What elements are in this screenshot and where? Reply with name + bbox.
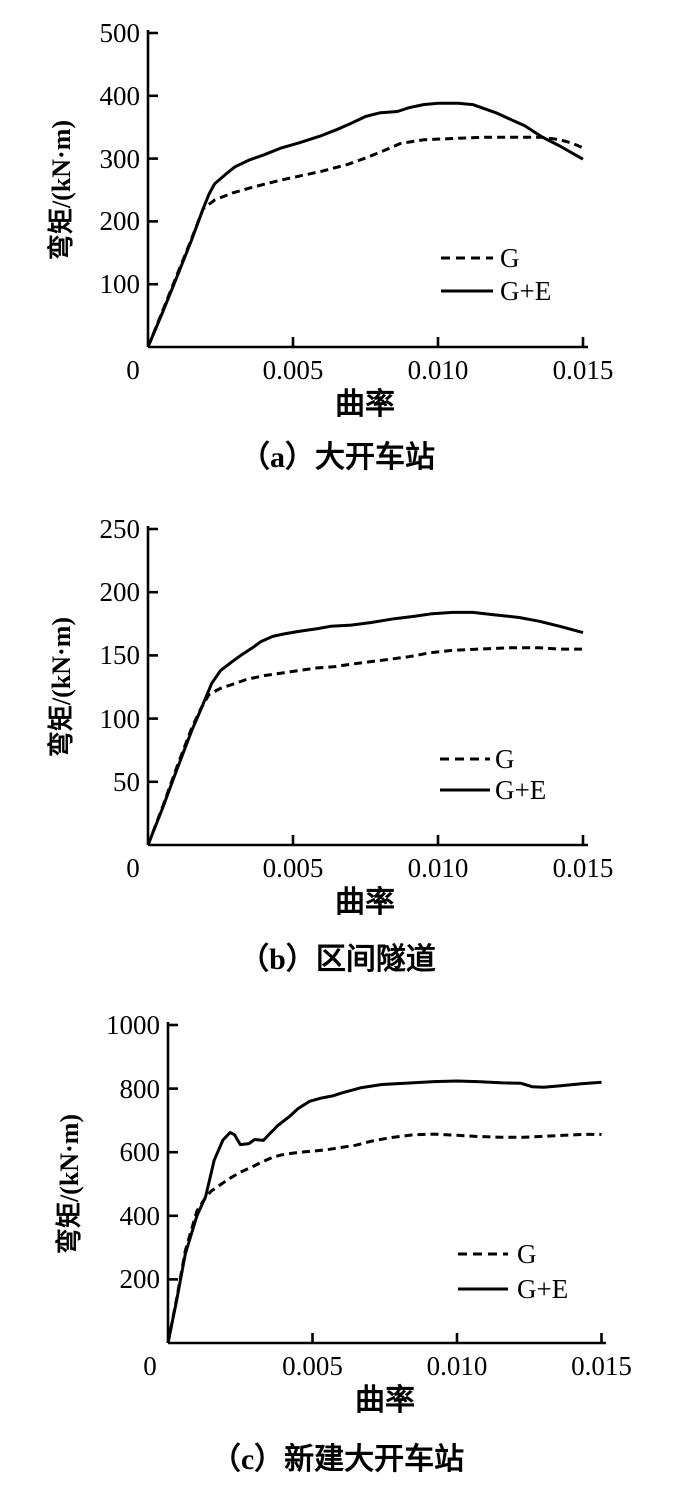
x-tick-label-b: 0.015	[552, 853, 614, 883]
caption-c: （c）新建大开车站	[210, 1443, 465, 1476]
y-tick-label-a: 300	[99, 143, 141, 174]
caption-a: （a）大开车站	[240, 441, 435, 474]
x-tick-label-b: 0.005	[262, 853, 324, 883]
y-tick-label-a: 200	[99, 206, 141, 237]
y-tick-label-c: 600	[119, 1137, 161, 1168]
y-tick-label-b: 150	[99, 640, 141, 671]
y-tick-label-b: 250	[99, 514, 141, 544]
y-tick-label-a: 400	[99, 80, 141, 111]
x-tick-label-c: 0.010	[426, 1351, 488, 1381]
x-tick-label-a: 0.015	[552, 355, 614, 385]
legend-label-ge-a: G+E	[500, 276, 552, 306]
x-tick-label-b: 0.010	[407, 853, 469, 883]
y-tick-label-b: 100	[99, 703, 141, 734]
legend-label-g-a: G	[500, 243, 520, 273]
y-tick-label-a: 500	[99, 18, 141, 48]
y-tick-label-a: 100	[99, 269, 141, 300]
x-axis-title-c: 曲率	[355, 1384, 415, 1417]
y-axis-title-b: 弯矩/(kN·m)	[47, 616, 76, 758]
series-ge-curve-c	[166, 1079, 602, 1344]
legend-label-ge-b: G+E	[495, 775, 547, 805]
y-axis-title-c: 弯矩/(kN·m)	[55, 1113, 84, 1255]
series-ge-curve-b	[146, 610, 584, 846]
y-tick-label-c: 400	[119, 1200, 161, 1231]
series-ge-curve-a	[146, 101, 584, 348]
legend-label-ge-c: G+E	[517, 1274, 569, 1304]
x-axis-title-a: 曲率	[335, 388, 395, 421]
caption-b: （b）区间隧道	[239, 943, 436, 976]
x-tick-label-a: 0.005	[262, 355, 324, 385]
series-g-curve-c	[166, 1132, 602, 1344]
y-tick-label-c: 200	[119, 1264, 161, 1295]
x-axis-title-b: 曲率	[335, 886, 395, 919]
x-tick-label-b: 0	[126, 853, 140, 883]
series-g-curve-b	[146, 646, 583, 846]
x-tick-label-c: 0	[143, 1351, 157, 1381]
x-tick-label-c: 0.015	[571, 1351, 632, 1381]
legend-label-g-c: G	[517, 1239, 537, 1269]
legend-label-g-b: G	[495, 744, 515, 774]
x-tick-label-a: 0	[126, 355, 140, 385]
x-tick-label-a: 0.010	[407, 355, 469, 385]
y-tick-label-b: 50	[113, 766, 140, 797]
y-tick-label-b: 200	[99, 577, 141, 608]
y-axis-title-a: 弯矩/(kN·m)	[47, 119, 76, 261]
x-tick-label-c: 0.005	[282, 1351, 343, 1381]
y-tick-label-c: 800	[119, 1073, 161, 1104]
y-tick-label-c: 1000	[106, 1010, 160, 1040]
